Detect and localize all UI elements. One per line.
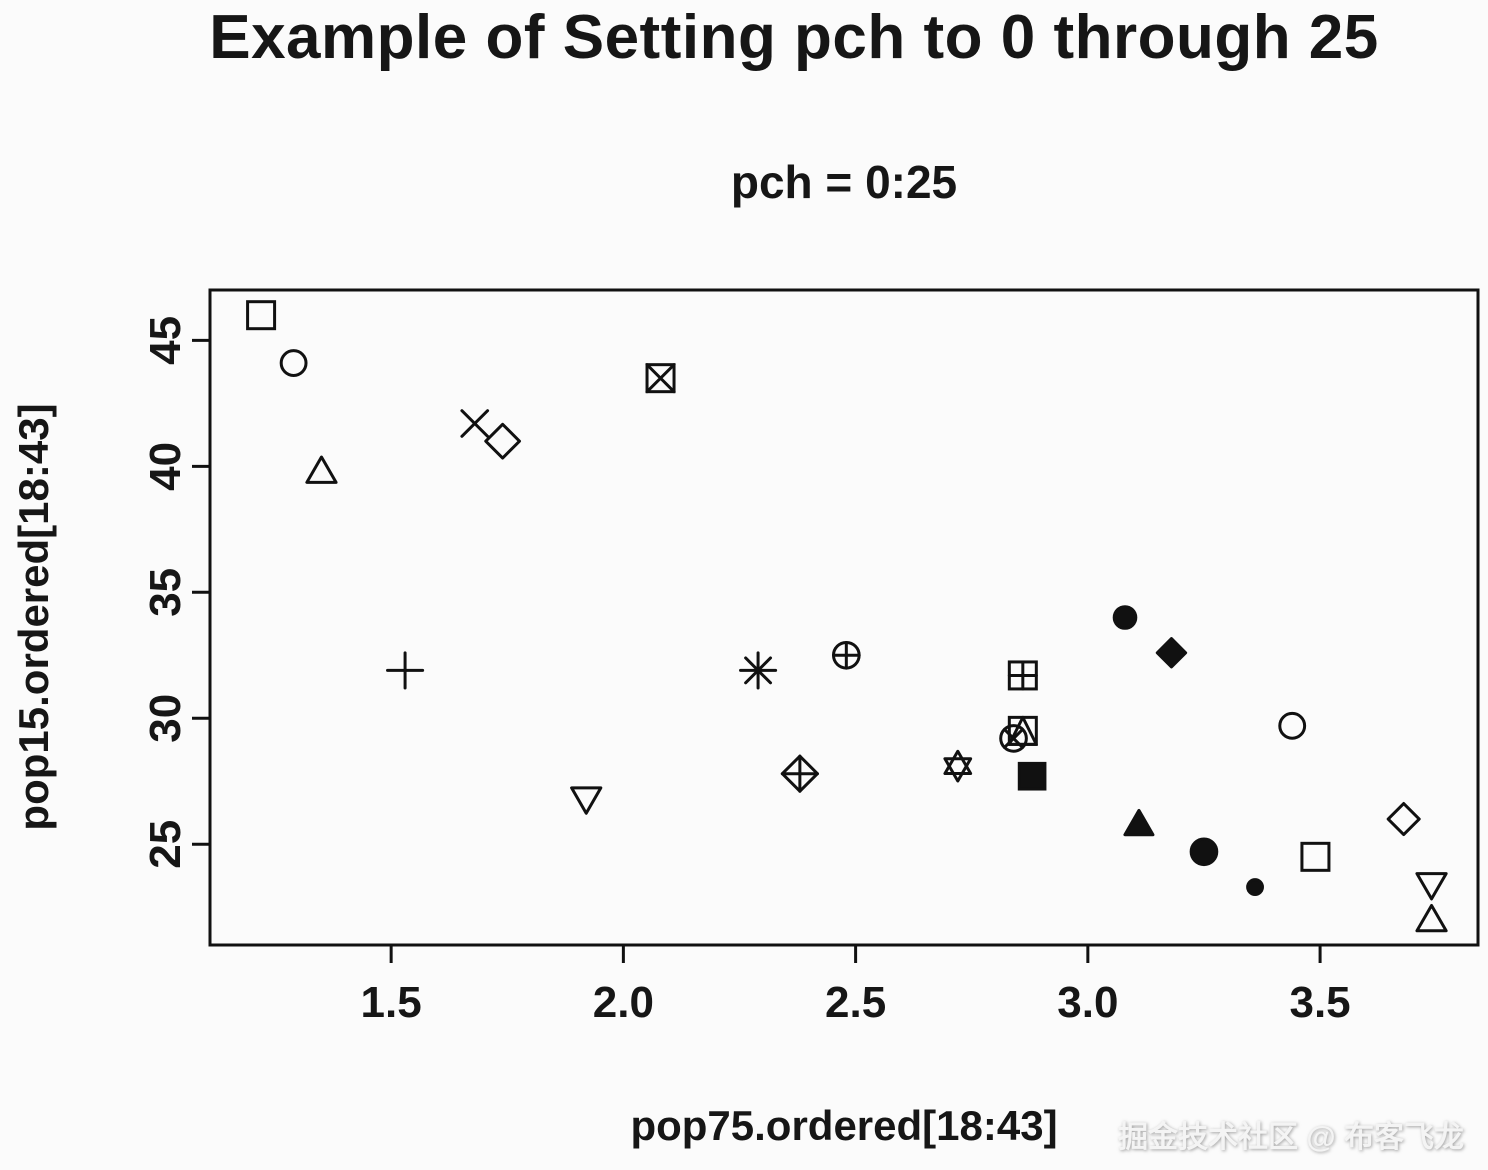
plot-box — [208, 288, 1480, 947]
point-pch-23 — [1386, 802, 1421, 837]
x-tick-label: 3.0 — [1057, 978, 1118, 1027]
chart-subtitle: pch = 0:25 — [730, 156, 958, 208]
x-tick-label: 2.5 — [825, 978, 886, 1027]
chart-title: Example of Setting pch to 0 through 25 — [209, 3, 1379, 72]
point-pch-22 — [1300, 841, 1331, 872]
y-axis-label: pop15.ordered[18:43] — [10, 403, 57, 831]
point-pch-4 — [460, 409, 490, 438]
point-pch-20 — [1246, 878, 1264, 896]
point-pch-3 — [386, 651, 425, 690]
point-pch-18 — [1155, 637, 1188, 669]
x-tick-label: 3.5 — [1289, 978, 1350, 1027]
x-tick-label: 1.5 — [361, 978, 422, 1027]
y-tick-label: 35 — [141, 568, 190, 617]
x-tick-label: 2.0 — [593, 978, 654, 1027]
point-pch-6 — [570, 786, 603, 815]
point-pch-24 — [1415, 903, 1448, 933]
point-pch-8 — [739, 651, 778, 690]
point-pch-11 — [943, 749, 973, 783]
point-pch-15 — [1017, 761, 1047, 791]
x-axis-label: pop75.ordered[18:43] — [630, 1102, 1058, 1149]
point-pch-0 — [246, 300, 277, 331]
y-tick-label: 30 — [141, 694, 190, 743]
point-pch-1 — [279, 349, 308, 377]
point-pch-17 — [1123, 808, 1155, 837]
y-tick-label: 25 — [141, 820, 190, 869]
point-pch-9 — [780, 754, 819, 793]
y-tick-label: 40 — [141, 442, 190, 491]
point-pch-25 — [1415, 872, 1448, 901]
point-pch-7 — [645, 363, 676, 394]
point-pch-19 — [1189, 837, 1219, 867]
point-pch-2 — [305, 455, 338, 484]
point-pch-10 — [831, 640, 861, 670]
point-pch-14 — [1007, 715, 1038, 746]
point-pch-5 — [484, 422, 521, 460]
point-pch-21 — [1278, 711, 1307, 740]
watermark: 掘金技术社区 @ 布客飞龙 — [1118, 1121, 1464, 1154]
y-tick-label: 45 — [141, 316, 190, 365]
point-pch-16 — [1112, 605, 1138, 630]
point-pch-12 — [1007, 660, 1038, 691]
